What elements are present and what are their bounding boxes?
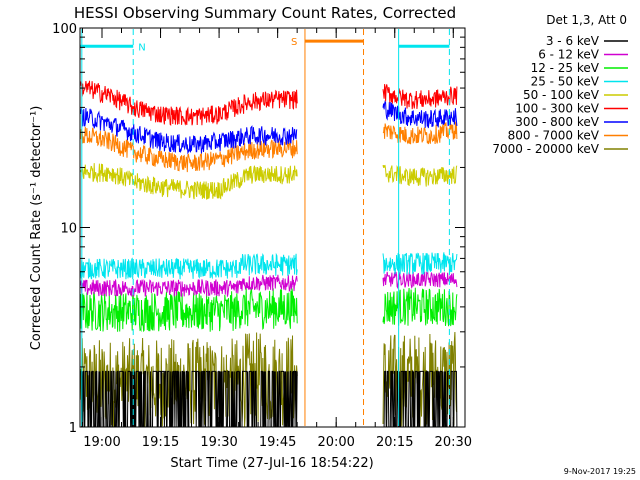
series-trace bbox=[382, 164, 458, 187]
series-trace bbox=[80, 163, 298, 200]
x-tick-label: 19:45 bbox=[259, 435, 296, 450]
chart-title: HESSI Observing Summary Count Rates, Cor… bbox=[74, 4, 456, 22]
x-tick-label: 20:30 bbox=[435, 435, 472, 450]
legend-label: 25 - 50 keV bbox=[531, 75, 600, 89]
series-6-12-kev bbox=[80, 271, 458, 298]
x-axis-label: Start Time (27-Jul-16 18:54:22) bbox=[170, 456, 373, 471]
series-trace bbox=[382, 252, 458, 275]
y-tick-label: 10 bbox=[60, 222, 77, 237]
legend-label: 300 - 800 keV bbox=[515, 115, 599, 129]
legend-label: 100 - 300 keV bbox=[515, 102, 599, 116]
series-trace bbox=[382, 287, 458, 327]
x-tick-label: 20:15 bbox=[376, 435, 413, 450]
series-300-800-kev bbox=[80, 100, 458, 155]
x-tick-label: 19:00 bbox=[83, 435, 120, 450]
series-trace bbox=[80, 252, 298, 280]
series-50-100-kev bbox=[80, 163, 458, 200]
x-tick-label: 20:00 bbox=[317, 435, 354, 450]
series-12-25-kev bbox=[80, 287, 458, 333]
x-tick-label: 19:15 bbox=[142, 435, 179, 450]
legend-label: 3 - 6 keV bbox=[546, 34, 600, 48]
y-axis-label: Corrected Count Rate (s⁻¹ detector⁻¹) bbox=[29, 106, 44, 351]
legend-label: 6 - 12 keV bbox=[538, 48, 600, 62]
x-tick-label: 19:30 bbox=[200, 435, 237, 450]
series-trace bbox=[382, 100, 458, 129]
series-trace bbox=[80, 80, 298, 126]
mode-bar-label: S bbox=[291, 37, 297, 48]
series-trace bbox=[80, 107, 298, 155]
plot-footer: 9-Nov-2017 19:25 bbox=[564, 467, 636, 476]
series-25-50-kev bbox=[80, 252, 458, 280]
legend-label: 50 - 100 keV bbox=[523, 88, 600, 102]
y-tick-label: 1 bbox=[69, 421, 77, 436]
series-trace bbox=[382, 84, 458, 110]
series-trace bbox=[383, 370, 458, 428]
series-100-300-kev bbox=[80, 80, 458, 126]
axis-layer: 1 10 100 19:00 19:15 19:30 19:45 20:00 20:15 20:3… bbox=[52, 22, 472, 450]
legend-title: Det 1,3, Att 0 bbox=[546, 13, 627, 27]
legend-label: 7000 - 20000 keV bbox=[492, 142, 599, 156]
series-trace bbox=[80, 126, 298, 173]
mode-bar-label: N bbox=[138, 42, 145, 53]
series-trace bbox=[80, 274, 298, 298]
series-trace bbox=[80, 287, 298, 333]
y-tick-label: 100 bbox=[52, 22, 77, 37]
legend-label: 800 - 7000 keV bbox=[508, 129, 600, 143]
legend-label: 12 - 25 keV bbox=[531, 61, 600, 75]
series-trace bbox=[382, 271, 458, 290]
